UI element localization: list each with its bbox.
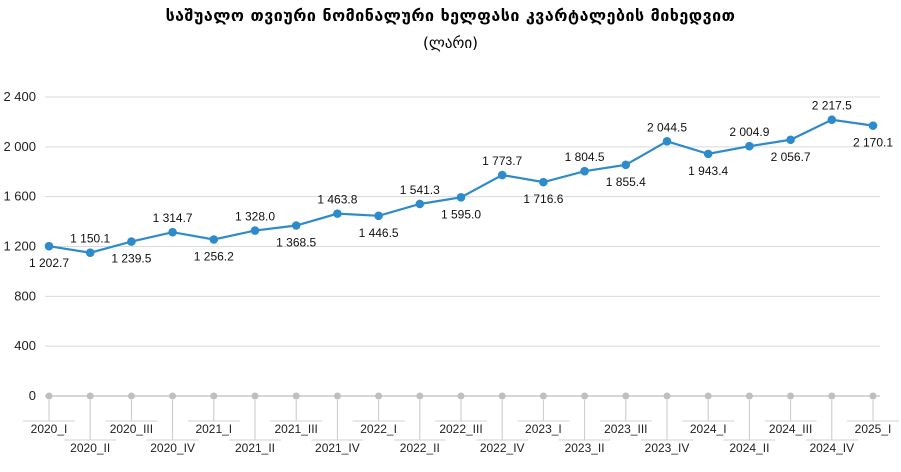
x-tick-label: 2024_II xyxy=(729,441,769,455)
x-axis-marker xyxy=(745,392,753,400)
x-tick-label: 2024_I xyxy=(690,422,727,436)
data-point xyxy=(85,248,95,258)
data-label: 1 716.6 xyxy=(523,192,563,206)
data-labels: 1 202.71 150.11 239.5 1 314.7 1 256.2 1 328… xyxy=(29,99,893,270)
x-axis-marker xyxy=(539,392,547,400)
x-axis-marker xyxy=(498,392,506,400)
x-axis-marker xyxy=(375,392,383,400)
series-wages xyxy=(44,115,878,258)
data-point xyxy=(703,149,713,159)
data-label: 1 328.0 xyxy=(235,210,275,224)
x-axis-marker xyxy=(210,392,218,400)
data-point xyxy=(868,121,878,130)
x-tick-label: 2022_IV xyxy=(480,441,525,455)
x-tick-label: 2024_IV xyxy=(809,441,854,455)
y-tick-label: 800 xyxy=(14,288,36,303)
x-tick-label: 2020_I xyxy=(31,422,68,436)
data-point xyxy=(745,141,754,151)
x-axis-marker xyxy=(169,392,177,400)
data-point xyxy=(127,237,136,246)
data-label: 1 202.7 xyxy=(29,256,69,270)
x-axis-marker xyxy=(127,392,135,400)
x-tick-label: 2024_III xyxy=(769,422,812,436)
data-point xyxy=(209,235,219,244)
x-tick-label: 2021_IV xyxy=(315,441,360,455)
y-tick-label: 400 xyxy=(14,338,36,353)
x-tick-label: 2021_III xyxy=(275,422,318,436)
x-axis-marker xyxy=(45,392,53,400)
y-tick-label: 0 xyxy=(29,388,36,403)
x-tick-label: 2023_I xyxy=(525,422,562,436)
data-point xyxy=(539,177,548,187)
chart-subtitle: (ლარი) xyxy=(423,34,478,52)
data-point xyxy=(374,211,383,221)
data-point xyxy=(415,199,425,209)
gridlines xyxy=(45,96,880,347)
x-axis-marker xyxy=(86,392,94,400)
data-label: 1 239.5 xyxy=(111,252,151,266)
data-point xyxy=(168,227,177,237)
data-label: 2 217.5 xyxy=(812,99,852,113)
data-point xyxy=(497,170,507,180)
data-label: 1 855.4 xyxy=(606,175,646,189)
data-point xyxy=(456,192,466,202)
data-point xyxy=(250,226,260,235)
data-label: 1 150.1 xyxy=(70,232,110,246)
x-axis: 2020_I2020_II2020_III2020_IV2021_I2021_I… xyxy=(23,392,899,455)
x-axis-marker xyxy=(828,392,836,400)
x-axis-marker xyxy=(416,392,424,400)
x-axis-marker xyxy=(787,392,795,400)
x-axis-marker xyxy=(457,392,465,400)
data-label: 1 463.8 xyxy=(317,193,357,207)
x-axis-marker xyxy=(704,392,712,400)
x-tick-label: 2023_IV xyxy=(645,441,690,455)
data-label: 2 056.7 xyxy=(771,150,811,164)
x-tick-label: 2020_III xyxy=(110,422,153,436)
data-point xyxy=(44,241,54,251)
data-label: 1 314.7 xyxy=(153,211,193,225)
x-tick-label: 2020_II xyxy=(70,441,110,455)
data-point xyxy=(291,221,301,230)
x-tick-label: 2025_I xyxy=(855,422,892,436)
data-point xyxy=(621,160,631,170)
y-tick-label: 1 200 xyxy=(3,239,36,254)
data-point xyxy=(786,135,795,145)
data-label: 1 804.5 xyxy=(565,150,605,164)
data-label: 1 446.5 xyxy=(359,226,399,240)
y-tick-label: 2 400 xyxy=(3,89,36,104)
x-tick-label: 2023_II xyxy=(565,441,605,455)
x-axis-marker xyxy=(333,392,341,400)
x-axis-marker xyxy=(251,392,259,400)
x-tick-label: 2022_II xyxy=(400,441,440,455)
data-label: 1 595.0 xyxy=(441,207,481,221)
x-axis-marker xyxy=(622,392,630,400)
data-label: 1 368.5 xyxy=(276,236,316,250)
data-point xyxy=(827,115,837,125)
x-axis-marker xyxy=(663,392,671,400)
x-tick-label: 2023_III xyxy=(604,422,647,436)
y-axis-ticks: 0 400 800 1 200 1 600 2 000 2 400 xyxy=(3,89,36,403)
data-point xyxy=(580,166,589,176)
data-point xyxy=(662,136,672,146)
data-label: 2 044.5 xyxy=(647,120,687,134)
y-tick-label: 2 000 xyxy=(3,139,36,154)
data-label: 1 773.7 xyxy=(482,154,522,168)
data-label: 1 256.2 xyxy=(194,249,234,263)
data-label: 2 004.9 xyxy=(729,125,769,139)
y-tick-label: 1 600 xyxy=(3,189,36,204)
data-label: 2 170.1 xyxy=(853,136,893,150)
data-point xyxy=(333,209,342,218)
x-tick-label: 2021_II xyxy=(235,441,275,455)
x-tick-label: 2021_I xyxy=(195,422,232,436)
data-label: 1 541.3 xyxy=(400,183,440,197)
x-axis-marker xyxy=(581,392,589,400)
chart-title: საშუალო თვიური ნომინალური ხელფასი კვარტა… xyxy=(165,6,736,25)
x-tick-label: 2022_I xyxy=(360,422,397,436)
data-label: 1 943.4 xyxy=(688,164,728,178)
x-axis-marker xyxy=(292,392,300,400)
x-axis-marker xyxy=(869,392,877,400)
x-tick-label: 2020_IV xyxy=(150,441,195,455)
x-tick-label: 2022_III xyxy=(439,422,482,436)
